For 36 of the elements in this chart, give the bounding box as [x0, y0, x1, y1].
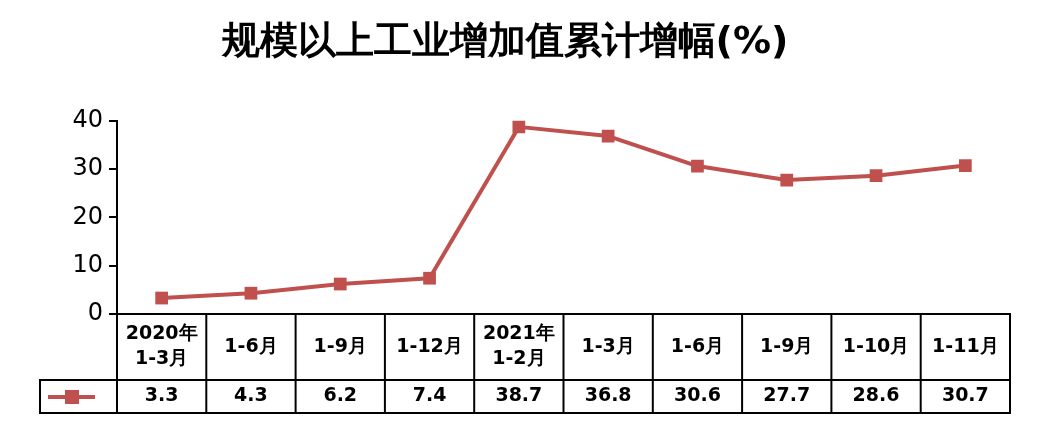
data-label: 7.4 — [412, 383, 447, 406]
x-tick-label: 1-9月 — [760, 333, 814, 356]
data-label: 38.7 — [495, 383, 543, 406]
y-tick-label: 10 — [72, 249, 103, 278]
y-tick-label: 20 — [72, 201, 103, 230]
point — [780, 173, 794, 187]
x-tick-label: 1-3月 — [581, 333, 635, 356]
chart-title: 规模以上工业增加值累计增幅(%) — [220, 17, 789, 62]
x-tick-label: 1-9月 — [313, 333, 367, 356]
x-tick-label: 1-10月 — [842, 333, 910, 356]
y-tick-label: 40 — [72, 104, 103, 133]
data-label: 36.8 — [584, 383, 632, 406]
x-tick-label: 1-12月 — [396, 333, 463, 356]
point — [691, 159, 704, 173]
data-label: 6.2 — [323, 383, 358, 406]
point — [958, 159, 972, 172]
y-tick-label: 30 — [72, 153, 103, 182]
data-label: 30.6 — [674, 383, 721, 406]
data-label: 27.7 — [763, 383, 811, 406]
point — [512, 120, 526, 134]
point — [244, 286, 258, 300]
point — [601, 129, 615, 143]
point — [869, 169, 883, 183]
x-tick-label: 2020年 1-3月 — [125, 321, 198, 369]
data-label: 30.7 — [941, 383, 989, 406]
data-label: 4.3 — [234, 383, 268, 406]
y-tick-label: 0 — [87, 298, 103, 327]
point — [333, 277, 347, 291]
x-tick-label: 1-6月 — [670, 333, 725, 356]
x-tick-label: 1-11月 — [932, 333, 999, 356]
point — [423, 271, 436, 285]
x-tick-label: 2021年 1-2月 — [482, 321, 555, 369]
data-label: 28.6 — [852, 383, 900, 406]
x-tick-label: 1-6月 — [224, 333, 278, 356]
point — [155, 291, 169, 305]
data-label: 3.3 — [144, 383, 179, 406]
